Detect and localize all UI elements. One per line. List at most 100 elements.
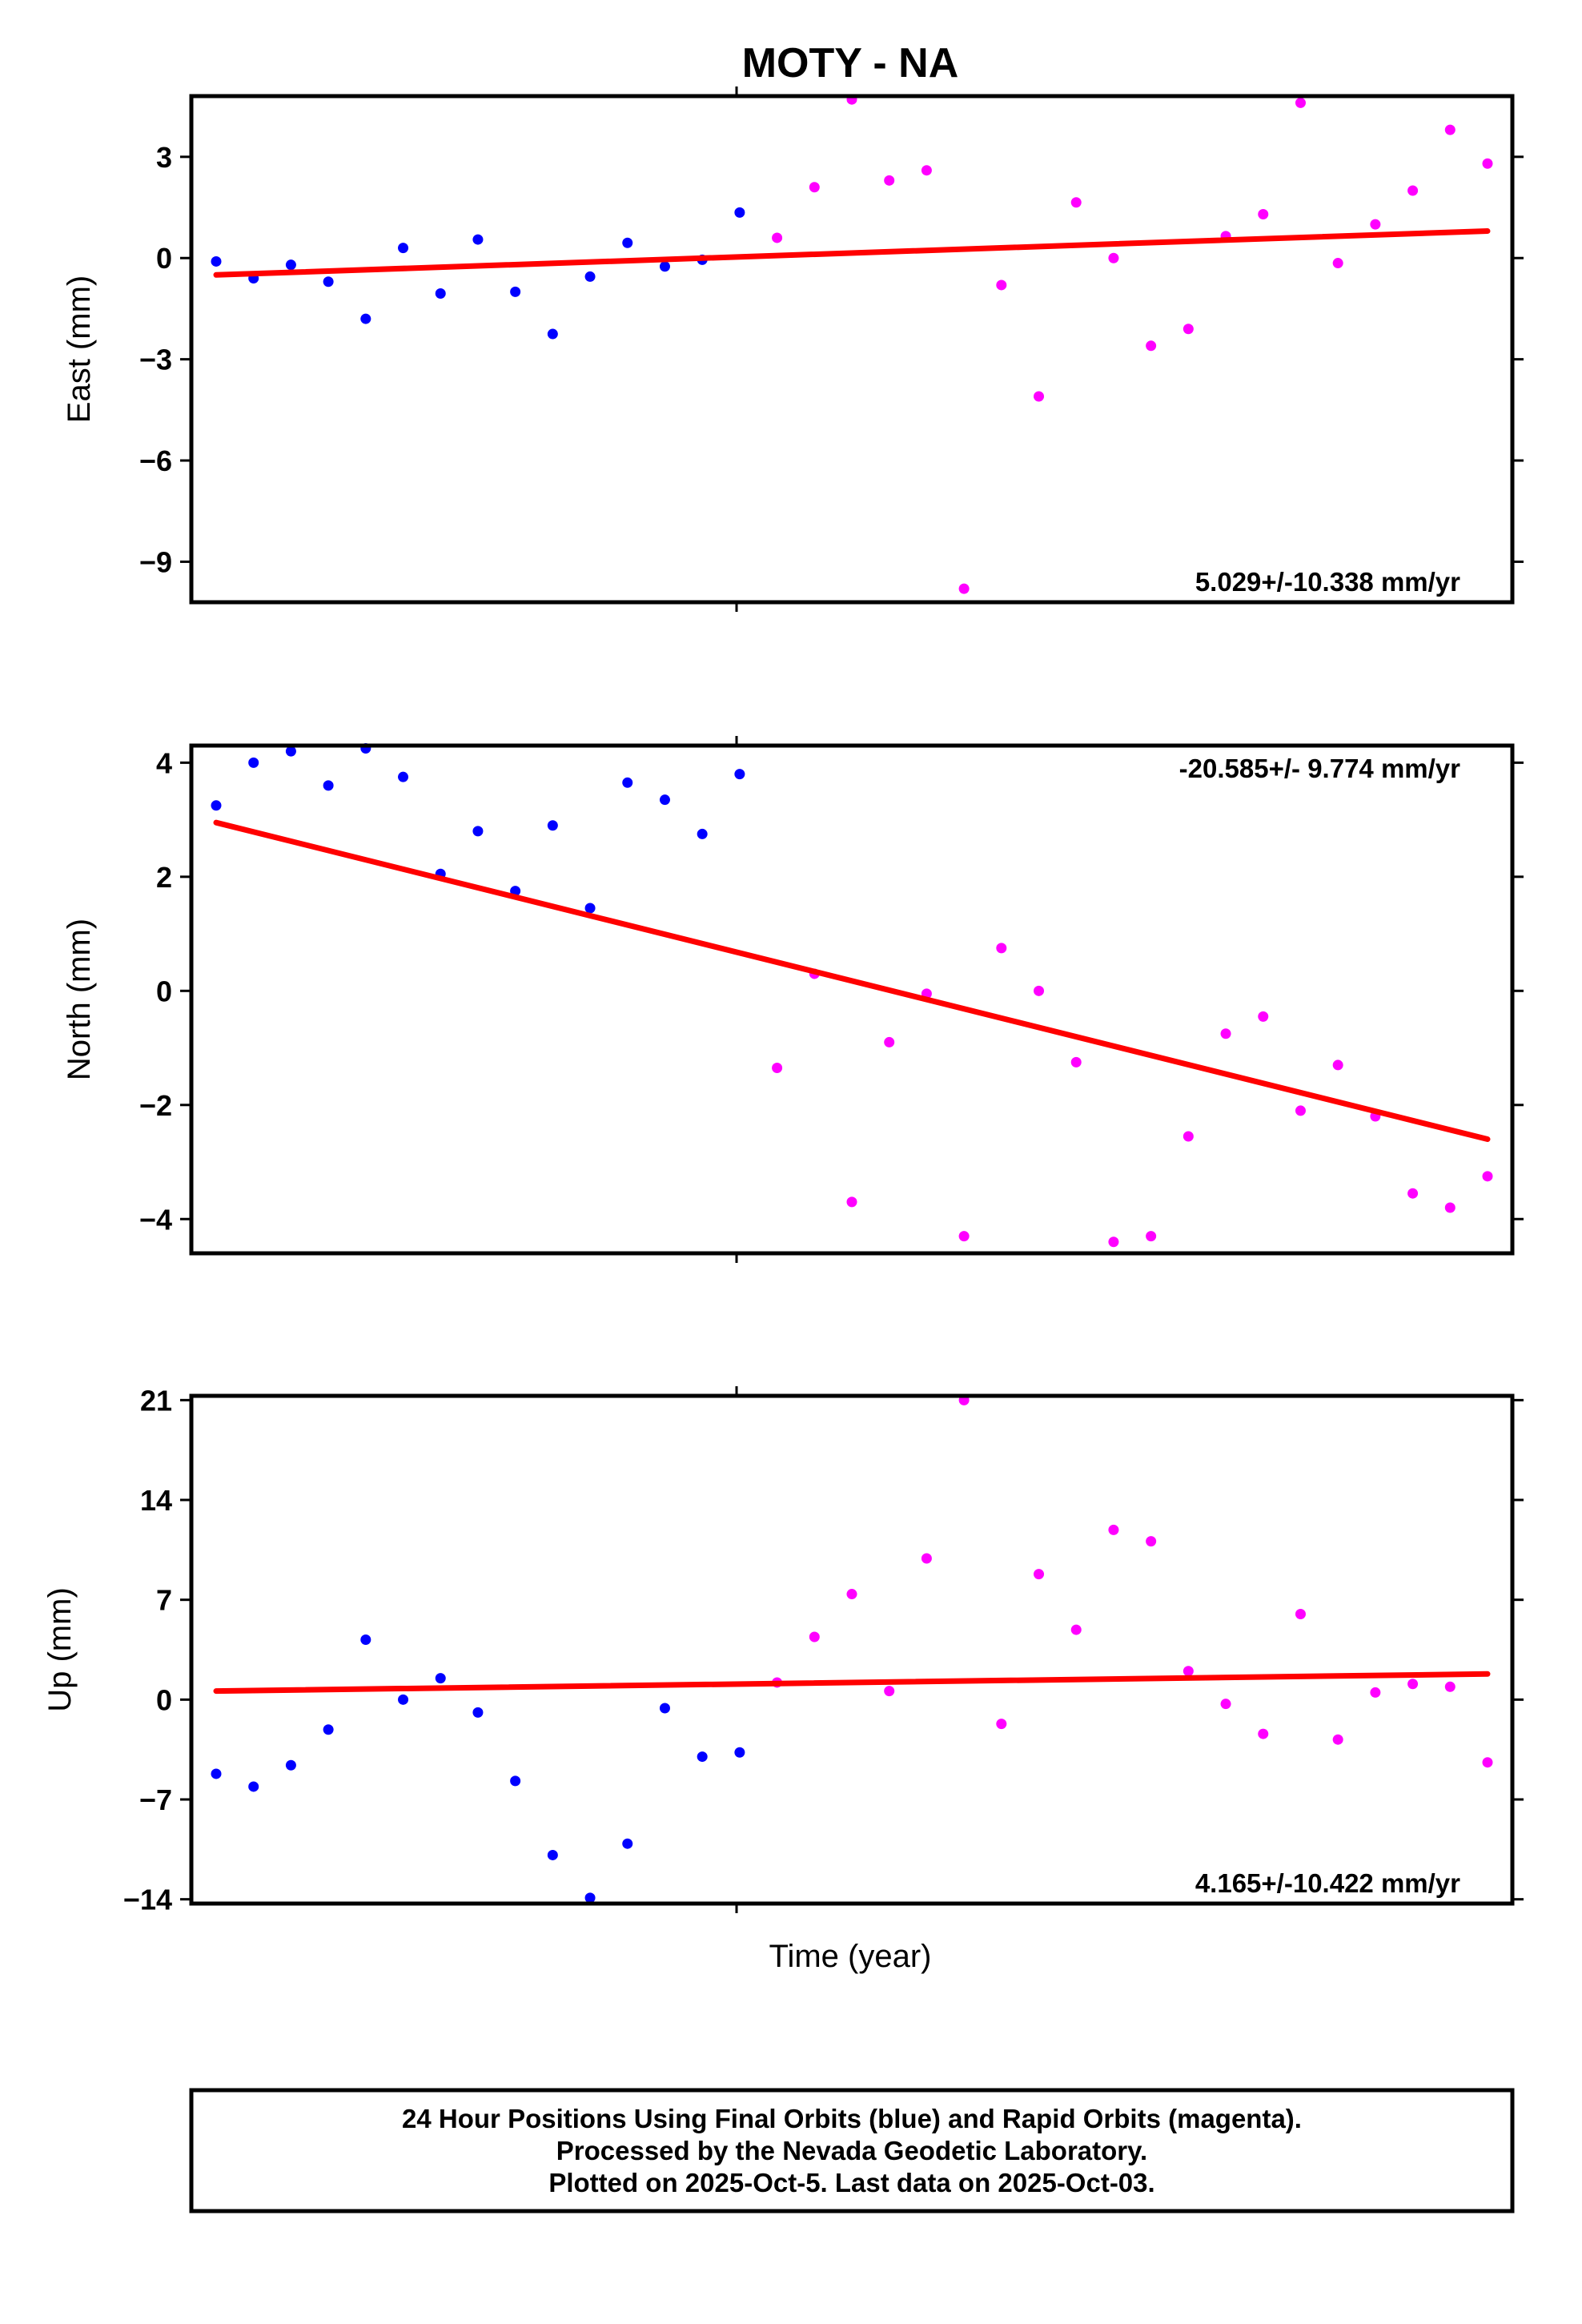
north-rapid-point (996, 943, 1007, 954)
north-ytick-label: 2 (156, 861, 172, 894)
north-final-point (622, 777, 633, 788)
east-rate-label: 5.029+/-10.338 mm/yr (1195, 567, 1460, 597)
up-rapid-point (1108, 1524, 1119, 1535)
up-rapid-point (1146, 1536, 1157, 1547)
north-final-point (323, 780, 334, 791)
up-final-point (248, 1781, 259, 1792)
north-final-point (734, 769, 745, 780)
north-rate-label: -20.585+/- 9.774 mm/yr (1179, 754, 1460, 783)
up-ytick-label: 0 (156, 1683, 172, 1716)
east-rapid-point (1482, 158, 1493, 169)
up-final-point (398, 1694, 409, 1705)
up-plot-frame (189, 1393, 1515, 1906)
east-y-axis-label: East (mm) (62, 275, 97, 423)
up-ytick-label: −7 (139, 1783, 172, 1816)
east-final-point (472, 234, 484, 245)
up-rapid-point (1407, 1679, 1419, 1690)
north-rapid-point (772, 1062, 783, 1073)
north-rapid-point (1258, 1011, 1269, 1022)
north-rapid-point (1182, 1131, 1194, 1142)
east-ytick-label: 3 (156, 141, 172, 174)
up-final-point (734, 1747, 745, 1758)
east-rapid-point (958, 583, 970, 594)
up-final-point (510, 1775, 521, 1787)
north-rapid-point (846, 1196, 857, 1208)
north-final-point (547, 820, 558, 831)
up-rapid-point (1220, 1699, 1231, 1710)
up-rapid-point (1258, 1728, 1269, 1739)
north-ytick-label: −2 (139, 1089, 172, 1122)
east-ytick-label: −9 (139, 545, 172, 578)
east-final-point (584, 271, 596, 282)
up-fit-line (213, 1671, 1491, 1695)
panels: 3 0 −3 −6 −9 East (mm) 5.029+/-10.338 mm/yr 4 2 0… (42, 86, 1524, 1916)
east-final-point (510, 286, 521, 297)
north-rapid-point (1146, 1231, 1157, 1242)
east-rapid-point (921, 165, 932, 176)
up-final-point (697, 1751, 708, 1763)
east-rapid-point (1407, 185, 1419, 196)
east-fit-line (213, 228, 1491, 278)
footer-box (189, 2088, 1515, 2213)
up-rapid-point (1482, 1757, 1493, 1768)
up-final-point (435, 1673, 446, 1684)
up-rapid-point (1332, 1734, 1343, 1745)
east-final-point (659, 261, 670, 272)
north-final-point (285, 746, 296, 757)
up-final-point (472, 1707, 484, 1718)
up-y-axis-label: Up (mm) (42, 1587, 78, 1712)
east-rapid-point (1370, 219, 1381, 230)
up-rapid-point (996, 1719, 1007, 1730)
north-rapid-point (958, 1231, 970, 1242)
up-rapid-point (1295, 1608, 1306, 1619)
up-final-point (211, 1768, 222, 1779)
up-rapid-point (1370, 1687, 1381, 1698)
north-ytick-label: 0 (156, 975, 172, 1007)
east-rapid-point (1182, 324, 1194, 335)
up-final-point (622, 1838, 633, 1849)
east-final-point (547, 328, 558, 340)
north-rapid-point (884, 1036, 895, 1047)
up-final-point (360, 1634, 371, 1646)
up-final-point (547, 1849, 558, 1860)
north-final-point (472, 826, 484, 837)
east-final-point (285, 259, 296, 271)
up-rapid-point (1034, 1569, 1045, 1580)
east-rapid-point (1070, 197, 1082, 208)
up-rapid-point (1182, 1666, 1194, 1677)
east-final-point (360, 313, 371, 324)
north-fit-line (213, 819, 1491, 1143)
up-final-point (584, 1892, 596, 1904)
east-final-point (211, 255, 222, 267)
up-final-point (659, 1703, 670, 1714)
north-rapid-point (1108, 1236, 1119, 1248)
east-rapid-point (809, 182, 820, 193)
north-final-point (584, 903, 596, 914)
north-final-point (248, 757, 259, 768)
east-rapid-point (1034, 391, 1045, 402)
east-final-point (435, 287, 446, 299)
footer-line-2: Processed by the Nevada Geodetic Laborat… (556, 2136, 1147, 2165)
north-rapid-point (1220, 1028, 1231, 1039)
up-rate-label: 4.165+/-10.422 mm/yr (1195, 1868, 1460, 1898)
north-rapid-point (1444, 1202, 1456, 1213)
up-rapid-point (809, 1631, 820, 1642)
east-ytick-label: 0 (156, 242, 172, 275)
north-rapid-point (1482, 1171, 1493, 1182)
east-final-point (622, 237, 633, 248)
north-final-point (211, 800, 222, 811)
up-rapid-point (846, 1589, 857, 1600)
north-rapid-point (1295, 1105, 1306, 1116)
up-panel: 21 14 7 0 −7 −14 Up (mm) 4.165+/-10.422 mm/yr (42, 1384, 1524, 1916)
east-final-point (398, 243, 409, 254)
up-final-point (285, 1759, 296, 1771)
east-rapid-point (1444, 124, 1456, 135)
east-rapid-point (1295, 97, 1306, 108)
up-rapid-point (1444, 1681, 1456, 1692)
east-final-point (323, 276, 334, 287)
footer-line-1: 24 Hour Positions Using Final Orbits (bl… (402, 2104, 1302, 2133)
up-ytick-label: 14 (140, 1484, 172, 1517)
up-final-point (323, 1724, 334, 1735)
footer-line-3: Plotted on 2025-Oct-5. Last data on 2025… (548, 2168, 1154, 2197)
